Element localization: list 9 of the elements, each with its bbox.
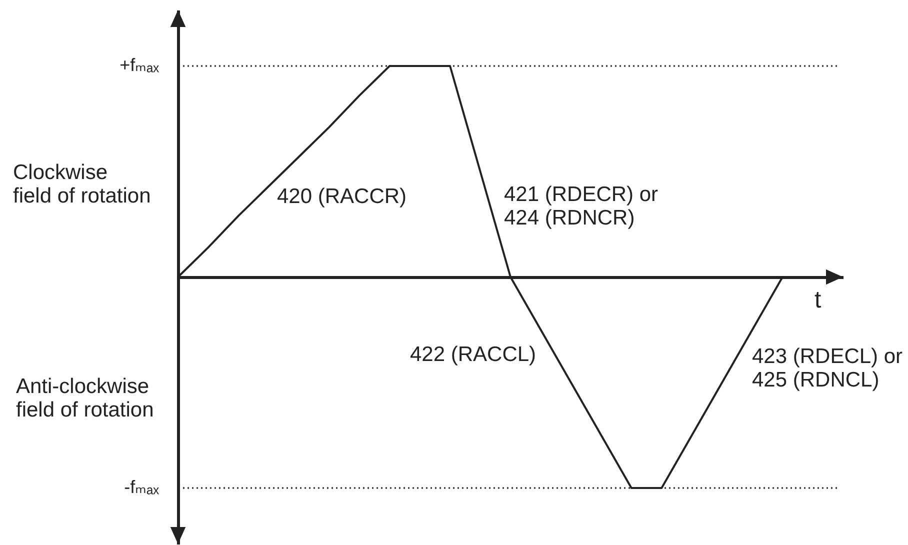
annotation: 423 (RDECL) or 425 (RDNCL) [752,345,903,392]
ref-line-label: -fₘₐₓ [124,477,160,497]
text: Anti-clockwise field of rotation [16,375,154,422]
annotation: 420 (RACCR) [277,185,407,208]
ref-line-label: +fₘₐₓ [120,55,160,75]
x-axis-title: t [814,286,822,314]
annotation: 421 (RDECR) or 424 (RDNCR) [504,183,658,230]
text: Clockwise field of rotation [13,161,151,208]
annotation: 422 (RACCL) [410,343,536,366]
